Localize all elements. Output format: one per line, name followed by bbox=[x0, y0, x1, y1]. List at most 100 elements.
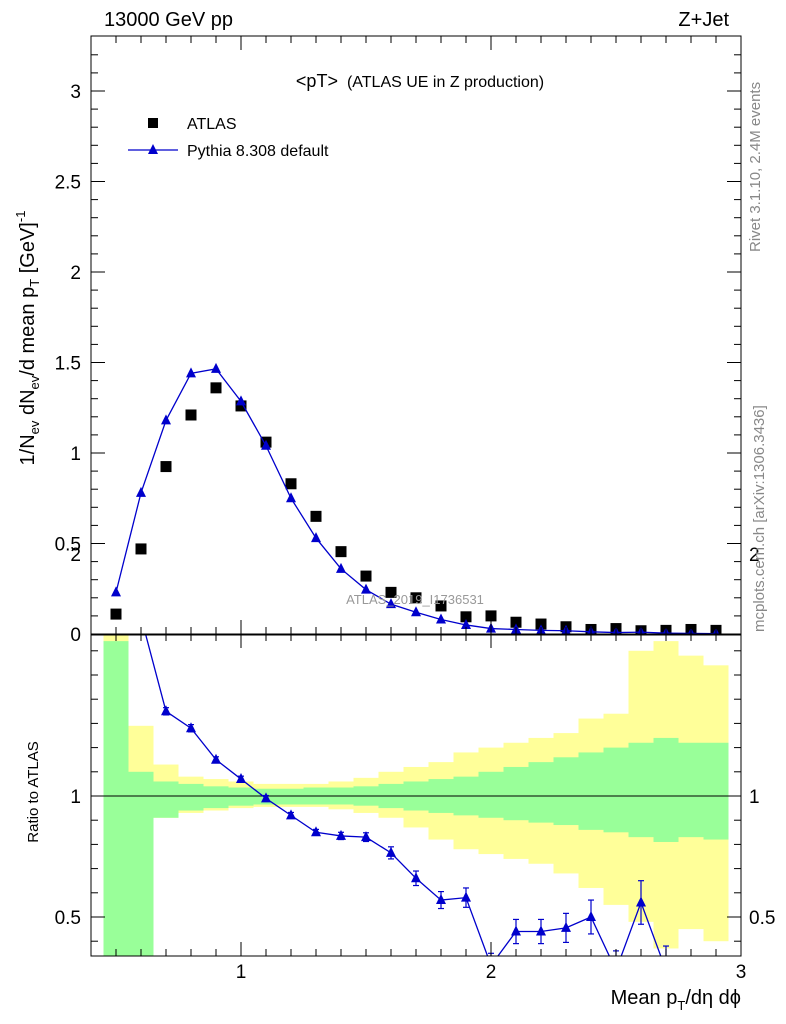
atlas-point-17 bbox=[535, 618, 547, 630]
legend-marker-pythia bbox=[148, 144, 158, 154]
ratio-point-9 bbox=[336, 829, 346, 840]
ratio-point-18 bbox=[561, 921, 571, 932]
ratio-point-3 bbox=[186, 722, 196, 733]
atlas-point-2 bbox=[160, 461, 172, 473]
ratio-uncertainty-bands bbox=[103, 634, 729, 956]
stat-band-bin-0 bbox=[103, 641, 129, 956]
ratio-y-tick-label-right: 1 bbox=[749, 787, 760, 808]
ratio-point-21 bbox=[636, 896, 646, 907]
pythia-point-14 bbox=[461, 618, 471, 629]
atlas-point-4 bbox=[210, 382, 222, 394]
main-y-tick-label: 0.5 bbox=[55, 535, 81, 556]
main-y-tick-label: 2.5 bbox=[55, 173, 81, 194]
ratio-series-group bbox=[111, 521, 671, 974]
x-tick-label: 3 bbox=[736, 962, 747, 983]
main-title: <pT> (ATLAS UE in Z production) bbox=[296, 71, 544, 91]
ratio-y-tick-label-left: 1 bbox=[70, 787, 81, 808]
ratio-point-10 bbox=[361, 831, 371, 842]
ratio-point-14 bbox=[461, 891, 471, 902]
rivet-version-label: Rivet 3.1.10, 2.4M events bbox=[747, 82, 764, 252]
legend-marker-atlas bbox=[148, 118, 158, 128]
atlas-point-3 bbox=[185, 409, 197, 421]
stat-band-bin-23 bbox=[678, 742, 704, 838]
x-tick-label: 2 bbox=[486, 962, 497, 983]
atlas-point-8 bbox=[310, 510, 322, 522]
ratio-y-tick-label-right: 0.5 bbox=[749, 908, 775, 929]
stat-band-bin-22 bbox=[653, 737, 679, 842]
pythia-point-10 bbox=[361, 583, 371, 594]
legend-label-atlas: ATLAS bbox=[187, 116, 237, 133]
main-title-variable: <pT> bbox=[296, 71, 338, 91]
pythia-point-12 bbox=[411, 606, 421, 617]
stat-band-bin-17 bbox=[528, 762, 554, 823]
stat-band-bin-3 bbox=[178, 783, 204, 811]
ratio-point-2 bbox=[161, 705, 171, 716]
atlas-point-15 bbox=[485, 610, 497, 622]
main-y-tick-label: 0 bbox=[70, 625, 81, 646]
pythia-point-0 bbox=[111, 586, 121, 597]
stat-band-bin-4 bbox=[203, 786, 229, 809]
stat-band-bin-16 bbox=[503, 766, 529, 821]
x-axis-label: Mean pT/dη dϕ bbox=[611, 987, 741, 1013]
x-tick-label: 1 bbox=[236, 962, 247, 983]
ratio-y-axis-label: Ratio to ATLAS bbox=[25, 741, 42, 842]
stat-band-bin-1 bbox=[128, 771, 154, 956]
ratio-point-13 bbox=[436, 894, 446, 905]
pythia-point-2 bbox=[161, 414, 171, 425]
stat-band-bin-7 bbox=[278, 788, 304, 805]
ratio-y-tick-label-right: 2 bbox=[749, 545, 760, 566]
stat-band-bin-5 bbox=[228, 787, 254, 806]
atlas-point-9 bbox=[335, 546, 347, 558]
atlas-point-14 bbox=[460, 611, 472, 623]
atlas-point-5 bbox=[235, 400, 247, 412]
pythia-point-3 bbox=[186, 367, 196, 378]
ratio-point-20 bbox=[611, 964, 621, 974]
ratio-point-16 bbox=[511, 925, 521, 936]
atlas-point-11 bbox=[385, 586, 397, 598]
atlas-point-16 bbox=[510, 616, 522, 628]
atlas-point-0 bbox=[110, 608, 122, 620]
ratio-point-6 bbox=[261, 792, 271, 803]
axes-group: 0 0.5 1 1.5 2 2.5 3 1 2 3 0.5 0.5 1 1 2 2 bbox=[55, 36, 775, 983]
pythia-point-11 bbox=[386, 598, 396, 609]
pythia-point-5 bbox=[236, 395, 246, 406]
stat-band-bin-2 bbox=[153, 781, 179, 818]
stat-band-bin-18 bbox=[553, 757, 579, 826]
stat-band-bin-20 bbox=[603, 747, 629, 833]
ratio-point-7 bbox=[286, 809, 296, 820]
pythia-point-13 bbox=[436, 613, 446, 624]
legend-label-pythia: Pythia 8.308 default bbox=[187, 143, 329, 160]
atlas-point-7 bbox=[285, 478, 297, 490]
ratio-point-1 bbox=[136, 611, 146, 621]
pythia-point-7 bbox=[286, 492, 296, 503]
header-process-label: Z+Jet bbox=[678, 9, 729, 31]
ratio-point-5 bbox=[236, 773, 246, 784]
pythia-point-4 bbox=[211, 362, 221, 373]
ratio-point-22 bbox=[661, 964, 671, 974]
ratio-point-4 bbox=[211, 753, 221, 764]
pythia-point-8 bbox=[311, 532, 321, 543]
ratio-point-0 bbox=[111, 521, 121, 531]
pythia-point-9 bbox=[336, 562, 346, 573]
analysis-watermark: ATLAS_2019_I1736531 bbox=[346, 592, 484, 607]
ratio-y-tick-label-left: 2 bbox=[70, 545, 81, 566]
main-y-tick-label: 2 bbox=[70, 263, 81, 284]
main-y-axis-label: 1/Nev dNev/d mean pT [GeV]-1 bbox=[13, 211, 42, 466]
stat-band-bin-21 bbox=[628, 742, 654, 838]
main-y-tick-label: 3 bbox=[70, 82, 81, 103]
pythia-point-6 bbox=[261, 439, 271, 450]
ratio-point-12 bbox=[411, 872, 421, 883]
stat-band-bin-24 bbox=[703, 742, 729, 840]
ratio-y-tick-label-left: 0.5 bbox=[55, 908, 81, 929]
stat-band-bin-15 bbox=[478, 771, 504, 818]
ratio-point-17 bbox=[536, 925, 546, 936]
ratio-point-11 bbox=[386, 846, 396, 857]
main-y-tick-label: 1 bbox=[70, 444, 81, 465]
atlas-point-10 bbox=[360, 570, 372, 582]
main-y-tick-label: 1.5 bbox=[55, 354, 81, 375]
header-energy-label: 13000 GeV pp bbox=[104, 9, 233, 31]
mcplots-source-label: mcplots.cern.ch [arXiv:1306.3436] bbox=[751, 405, 768, 632]
ratio-point-19 bbox=[586, 911, 596, 921]
stat-band-bin-19 bbox=[578, 752, 604, 830]
